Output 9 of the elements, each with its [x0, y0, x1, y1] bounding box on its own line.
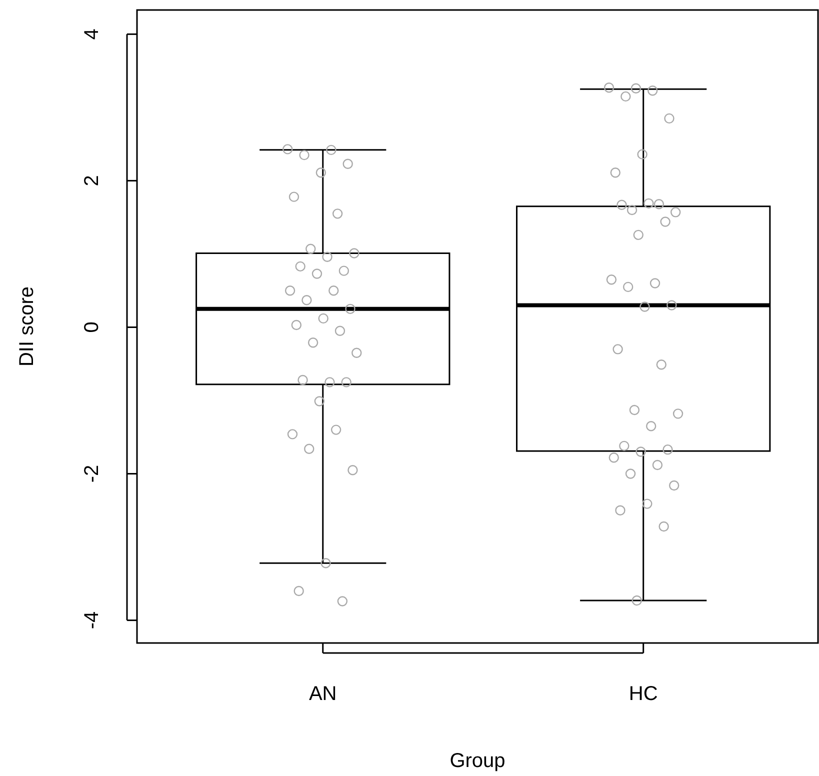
y-tick-label: 4	[81, 28, 103, 40]
y-tick-label: 0	[81, 322, 103, 333]
x-axis-title: Group	[450, 750, 506, 772]
y-axis-title: DII score	[16, 286, 38, 367]
x-tick-label: AN	[308, 683, 337, 705]
y-tick-label: 2	[81, 175, 103, 186]
x-tick-label: HC	[628, 683, 658, 705]
y-tick-label: -2	[81, 464, 103, 483]
y-tick-label: -4	[81, 611, 103, 630]
